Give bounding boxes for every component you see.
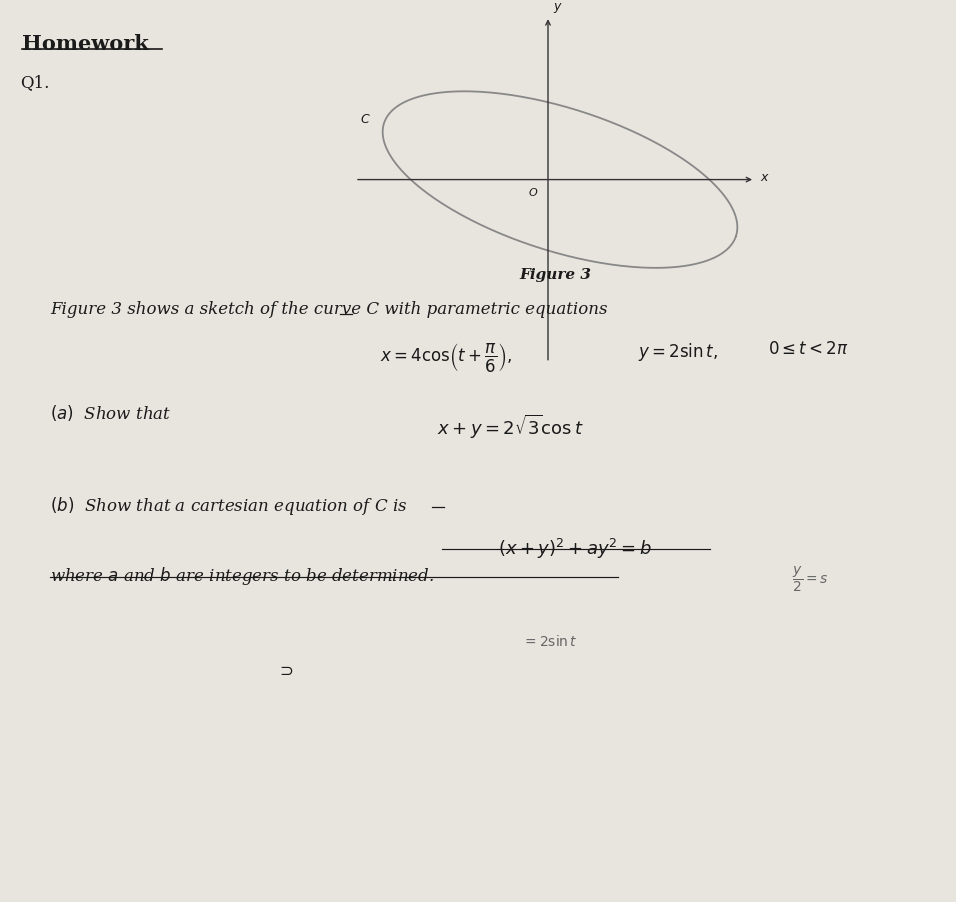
Text: $x = 4\cos\!\left(t + \dfrac{\pi}{6}\right),$: $x = 4\cos\!\left(t + \dfrac{\pi}{6}\rig… [380, 341, 512, 373]
Text: $O$: $O$ [528, 185, 538, 198]
Text: $(b)$  Show that a cartesian equation of C is: $(b)$ Show that a cartesian equation of … [50, 494, 407, 517]
Text: Figure 3 shows a sketch of the curve C with parametric equations: Figure 3 shows a sketch of the curve C w… [50, 301, 607, 318]
Text: $\dfrac{y}{2} = s$: $\dfrac{y}{2} = s$ [792, 564, 829, 594]
Text: $y = 2\sin t,$: $y = 2\sin t,$ [638, 341, 718, 363]
Text: where $a$ and $b$ are integers to be determined.: where $a$ and $b$ are integers to be det… [50, 564, 434, 586]
Text: Figure 3: Figure 3 [519, 267, 591, 281]
Text: $y$: $y$ [553, 1, 563, 15]
Text: $0 \leq t < 2\pi$: $0 \leq t < 2\pi$ [768, 341, 849, 357]
Text: $= 2\sin t$: $= 2\sin t$ [522, 633, 578, 649]
Text: $(a)$  Show that: $(a)$ Show that [50, 403, 171, 423]
Text: $C$: $C$ [360, 113, 371, 126]
Text: Q1.: Q1. [20, 74, 50, 90]
Text: $(x + y)^2 + ay^2 = b$: $(x + y)^2 + ay^2 = b$ [498, 537, 652, 560]
Text: $x$: $x$ [760, 170, 770, 184]
Text: Homework: Homework [22, 34, 149, 54]
Text: $\supset$: $\supset$ [276, 660, 293, 677]
Text: $x + y = 2\sqrt{3}\cos t$: $x + y = 2\sqrt{3}\cos t$ [437, 413, 583, 441]
